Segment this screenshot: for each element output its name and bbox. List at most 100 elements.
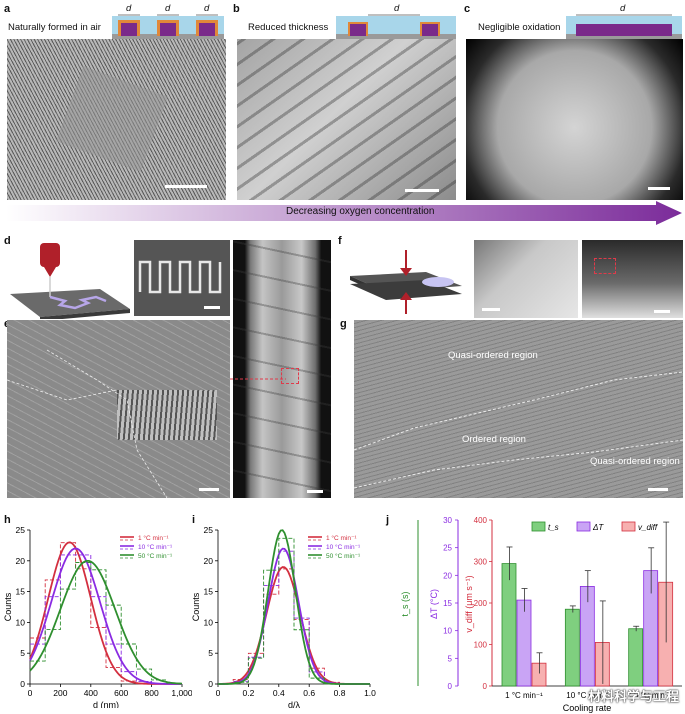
panel-g-scale-bar: [648, 488, 668, 491]
panel-b-d: d: [394, 3, 400, 14]
x-tick-label: 0: [216, 688, 221, 698]
chart-h: 0 5 10 15 20 25 0 200 400 600 800 1,000 d (nm) Counts…: [3, 525, 192, 708]
fit-curve-series-3: [217, 529, 370, 685]
bar-ΔT-1: [516, 599, 532, 687]
legend-label: 10 °C min⁻¹: [138, 543, 173, 551]
fit-curve-series-3: [29, 559, 183, 685]
panel-d-filament-image: [233, 240, 331, 498]
panel-label-f: f: [338, 235, 342, 247]
y-axis-label: Counts: [191, 592, 201, 621]
x-tick-label: 1 °C min⁻¹: [505, 691, 543, 700]
panel-a-schematic: [112, 14, 224, 40]
panel-e-sem-image: [7, 320, 230, 498]
dT-tick-label: 10: [443, 627, 452, 636]
legend-label: v_diff: [638, 523, 658, 532]
dT-tick-label: 15: [443, 599, 452, 608]
vdiff-tick-label: 200: [474, 599, 488, 608]
y-axis-label: Counts: [3, 592, 13, 621]
bar-ΔT-2: [579, 586, 595, 687]
panel-c-d: d: [620, 3, 626, 14]
bar-v_diff-3: [658, 581, 674, 687]
panel-g-sem-image: Quasi-ordered region Ordered region Quas…: [354, 320, 683, 498]
y-tick-label: 10: [204, 617, 214, 627]
vdiff-tick-label: 400: [474, 516, 488, 525]
chart-j: t_s (s) 0 5 10 15 20 25 30 ΔT (°C) 0 100 200 300 400 v…: [400, 516, 682, 713]
legend-swatch: [621, 521, 636, 532]
dT-tick-label: 25: [443, 544, 452, 553]
x-tick-label: 50 °C min⁻¹: [630, 691, 672, 700]
watermark: 材料科学与工程: [588, 689, 680, 704]
chart-i: 0 5 10 15 20 25 0 0.2 0.4 0.6 0.8 1.0 d/λ Counts 1 °C …: [191, 525, 376, 708]
oxygen-gradient-arrow: [6, 201, 682, 225]
legend-label: 1 °C min⁻¹: [326, 534, 357, 542]
y-tick-label: 0: [208, 679, 213, 689]
panel-a-sem-image: [7, 39, 226, 200]
panel-c-sem-image: [466, 39, 683, 200]
y-tick-label: 25: [16, 525, 26, 535]
panel-a-d-1: d: [126, 3, 132, 14]
x-tick-label: 0.8: [334, 688, 346, 698]
panel-g-region-label-3: Quasi-ordered region: [590, 456, 680, 467]
histogram-series-3: [218, 537, 370, 685]
y-tick-label: 5: [20, 648, 25, 658]
x-tick-label: 10 °C min⁻¹: [566, 691, 608, 700]
y-tick-label: 15: [16, 587, 26, 597]
dT-tick-label: 0: [448, 682, 453, 691]
panel-label-g: g: [340, 318, 347, 330]
panel-b-caption: Reduced thickness: [248, 22, 329, 33]
panel-c-caption: Negligible oxidation: [478, 22, 561, 33]
legend-label: 1 °C min⁻¹: [138, 534, 169, 542]
vdiff-tick-label: 100: [474, 641, 488, 650]
panel-label-a: a: [4, 3, 11, 15]
x-tick-label: 200: [53, 688, 67, 698]
x-tick-label: 1,000: [171, 688, 192, 698]
panel-b-sem-image: [237, 39, 456, 200]
panel-g-region-label-2: Ordered region: [462, 434, 526, 445]
y-tick-label: 0: [20, 679, 25, 689]
panel-a-scale-bar: [165, 185, 207, 188]
legend-swatch: [531, 521, 546, 532]
x-tick-label: 0.2: [242, 688, 254, 698]
panel-label-i: i: [192, 514, 196, 526]
legend-swatch: [576, 521, 591, 532]
panel-d-printing-schematic: [10, 243, 130, 319]
panel-f-edge-scale-bar: [482, 308, 500, 311]
panel-d-scale-bar: [204, 306, 220, 309]
y-tick-label: 25: [204, 525, 214, 535]
fit-curve-series-2: [29, 547, 183, 685]
arrow-label: Decreasing oxygen concentration: [286, 206, 435, 217]
ts-axis-label: t_s (s): [400, 591, 410, 616]
panel-d-filament-scale-bar: [307, 490, 323, 493]
bar-v_diff-2: [594, 642, 610, 687]
y-tick-label: 10: [16, 617, 26, 627]
legend-label: 50 °C min⁻¹: [138, 552, 173, 560]
legend-label: ΔT: [592, 523, 604, 532]
panel-label-b: b: [233, 3, 240, 15]
x-axis-label: d/λ: [288, 700, 301, 708]
panel-d-serpentine-image: [134, 240, 230, 316]
vdiff-axis-label: v_diff (μm s⁻¹): [464, 575, 474, 632]
dT-axis-label: ΔT (°C): [429, 589, 439, 619]
panel-c-schematic: [566, 14, 682, 40]
x-axis-label: d (nm): [93, 700, 119, 708]
y-tick-label: 15: [204, 587, 214, 597]
x-tick-label: 1.0: [364, 688, 376, 698]
bar-v_diff-1: [531, 662, 547, 687]
x-tick-label: 0.4: [273, 688, 285, 698]
legend-label: t_s: [548, 523, 559, 532]
x-tick-label: 600: [114, 688, 128, 698]
dT-tick-label: 5: [448, 654, 453, 663]
x-tick-label: 800: [145, 688, 159, 698]
panel-label-d: d: [4, 235, 11, 247]
legend-label: 50 °C min⁻¹: [326, 552, 361, 560]
bar-t_s-3: [628, 628, 644, 687]
panel-b-schematic: [336, 14, 456, 40]
bar-t_s-1: [501, 563, 517, 687]
panel-a-d-3: d: [204, 3, 210, 14]
panel-e-zoom-line: [230, 378, 286, 380]
bar-t_s-2: [564, 608, 580, 687]
panel-e-scale-bar: [199, 488, 219, 491]
panel-label-c: c: [464, 3, 471, 15]
panel-c-scale-bar: [648, 187, 670, 190]
panel-f-zoom-box: [594, 258, 616, 274]
